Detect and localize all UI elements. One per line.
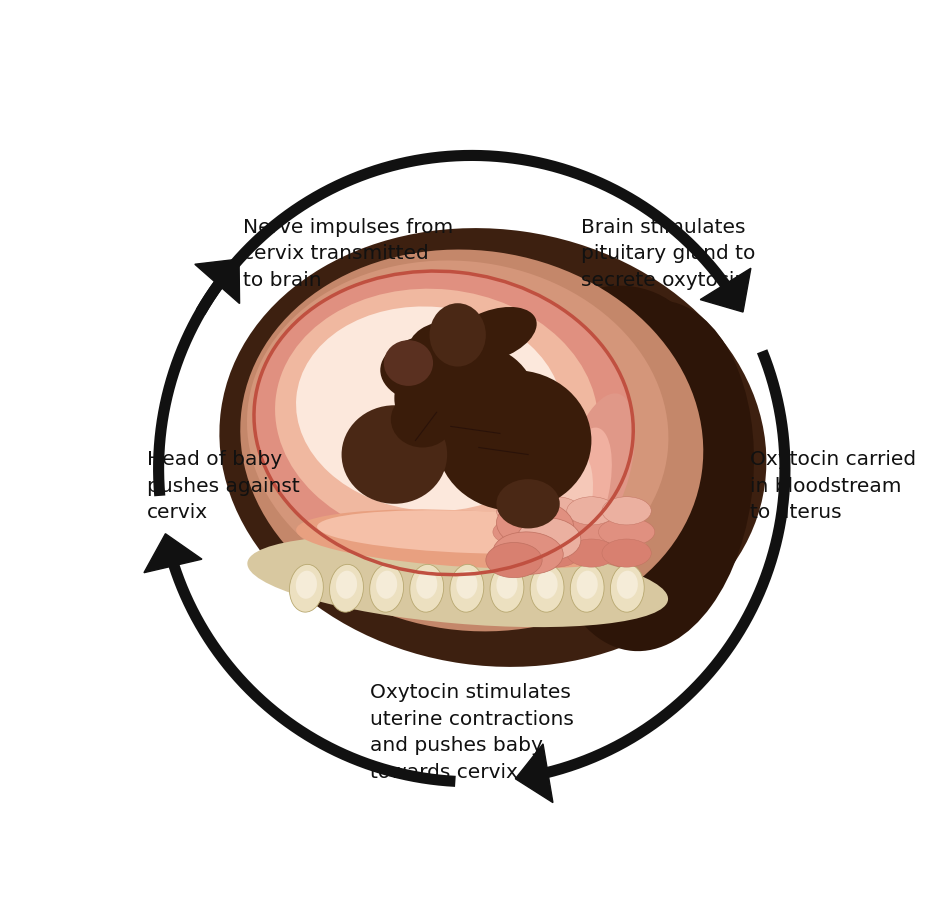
Ellipse shape [497, 500, 574, 549]
Ellipse shape [532, 496, 581, 525]
Text: Oxytocin carried
in bloodstream
to uterus: Oxytocin carried in bloodstream to uteru… [750, 451, 916, 522]
Ellipse shape [497, 479, 559, 528]
Ellipse shape [507, 430, 577, 494]
Ellipse shape [429, 303, 485, 367]
Ellipse shape [456, 570, 478, 599]
Ellipse shape [410, 564, 444, 612]
Ellipse shape [289, 564, 323, 612]
Ellipse shape [296, 509, 647, 569]
Ellipse shape [611, 564, 645, 612]
Ellipse shape [497, 570, 518, 599]
Ellipse shape [437, 370, 592, 511]
Ellipse shape [530, 564, 564, 612]
Ellipse shape [497, 496, 546, 525]
Ellipse shape [571, 564, 604, 612]
Ellipse shape [567, 539, 616, 567]
Ellipse shape [450, 564, 483, 612]
Ellipse shape [542, 285, 697, 412]
Ellipse shape [330, 564, 363, 612]
Text: Oxytocin stimulates
uterine contractions
and pushes baby
towards cervix: Oxytocin stimulates uterine contractions… [370, 684, 574, 781]
Ellipse shape [556, 428, 611, 552]
Ellipse shape [409, 321, 493, 377]
Ellipse shape [240, 250, 703, 632]
Ellipse shape [602, 496, 651, 525]
Polygon shape [144, 534, 202, 573]
Ellipse shape [518, 518, 581, 560]
Ellipse shape [341, 405, 447, 504]
Ellipse shape [602, 539, 651, 567]
Ellipse shape [537, 570, 557, 599]
Ellipse shape [370, 564, 404, 612]
Ellipse shape [493, 532, 563, 574]
Polygon shape [195, 259, 240, 303]
Ellipse shape [296, 306, 563, 511]
Ellipse shape [548, 452, 593, 556]
Ellipse shape [485, 543, 542, 578]
Ellipse shape [416, 570, 437, 599]
Ellipse shape [541, 300, 754, 651]
Ellipse shape [532, 539, 581, 567]
Ellipse shape [490, 564, 524, 612]
Ellipse shape [598, 518, 655, 546]
Text: Head of baby
pushes against
cervix: Head of baby pushes against cervix [147, 451, 300, 522]
Ellipse shape [317, 510, 627, 554]
Ellipse shape [563, 518, 620, 546]
Text: Nerve impulses from
cervix transmitted
to brain: Nerve impulses from cervix transmitted t… [243, 218, 453, 290]
Polygon shape [516, 744, 553, 802]
Ellipse shape [576, 570, 598, 599]
Ellipse shape [384, 340, 433, 386]
Ellipse shape [394, 342, 535, 454]
Ellipse shape [567, 496, 616, 525]
Ellipse shape [497, 539, 546, 567]
Ellipse shape [275, 289, 598, 543]
Ellipse shape [449, 307, 537, 363]
Ellipse shape [247, 260, 668, 600]
Ellipse shape [380, 335, 493, 405]
Ellipse shape [254, 271, 633, 575]
Ellipse shape [391, 391, 454, 448]
Ellipse shape [336, 570, 357, 599]
Text: Brain stimulates
pituitary gland to
secrete oxytocin: Brain stimulates pituitary gland to secr… [581, 218, 756, 290]
Ellipse shape [493, 518, 549, 546]
Ellipse shape [617, 570, 638, 599]
Ellipse shape [247, 536, 668, 627]
Ellipse shape [562, 393, 635, 544]
Ellipse shape [296, 570, 317, 599]
Polygon shape [701, 268, 751, 312]
Ellipse shape [528, 518, 584, 546]
Ellipse shape [376, 570, 397, 599]
Ellipse shape [219, 228, 766, 667]
